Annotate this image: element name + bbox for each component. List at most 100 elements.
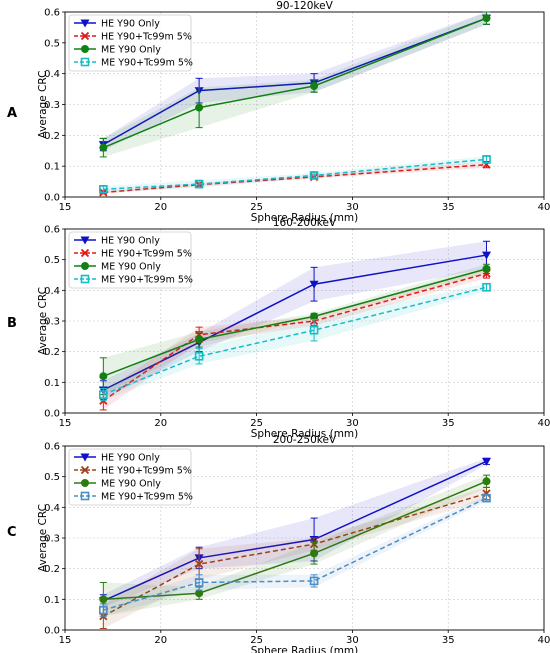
series-line xyxy=(102,272,487,402)
data-point xyxy=(310,82,319,90)
y-axis-label: Average CRC xyxy=(37,71,49,139)
legend-label: ME Y90 Only xyxy=(101,479,161,490)
chart-panel-1: A 15 20 25 30 35 40 0.0 0.1 0.2 0.3 0.4 0.5 0.6 90-120… xyxy=(7,0,550,224)
data-point xyxy=(309,280,319,289)
legend-marker xyxy=(80,248,90,258)
data-point xyxy=(482,155,491,164)
y-tick-label: 0.6 xyxy=(44,442,60,453)
y-tick-label: 0.1 xyxy=(44,595,60,606)
error-band xyxy=(103,487,487,629)
series-line xyxy=(103,163,487,194)
chart-title: 90-120keV xyxy=(276,0,333,12)
x-tick-label: 30 xyxy=(346,418,359,429)
chart-panel-3: C 15 20 25 30 35 40 0.0 0.1 0.2 0.3 0.4 0.5 0.6 200-25… xyxy=(7,434,550,653)
chart-title: 160-200keV xyxy=(273,217,337,229)
data-point xyxy=(195,103,204,112)
y-tick-label: 0.2 xyxy=(44,131,60,142)
series-line xyxy=(102,492,487,617)
y-tick-label: 0.5 xyxy=(44,472,60,483)
data-point xyxy=(482,457,492,466)
panel-letter: B xyxy=(7,316,17,331)
x-tick-label: 25 xyxy=(250,635,263,646)
legend: HE Y90 Only HE Y90+Tc99m 5% ME Y90 Only ME … xyxy=(68,448,193,506)
series-line xyxy=(102,17,487,146)
x-tick-label: 30 xyxy=(346,635,359,646)
x-tick-label: 40 xyxy=(538,418,550,429)
data-point xyxy=(482,489,491,498)
x-tick-label: 30 xyxy=(346,202,359,213)
data-point xyxy=(99,143,108,152)
legend-marker xyxy=(80,274,90,284)
series-4 xyxy=(99,155,491,194)
legend-marker xyxy=(81,479,89,487)
series-3 xyxy=(99,11,491,158)
legend-label: ME Y90 Only xyxy=(101,45,161,56)
y-tick-label: 0.2 xyxy=(44,564,60,575)
data-point xyxy=(99,390,108,399)
legend-label: HE Y90 Only xyxy=(101,236,160,247)
legend-marker xyxy=(80,57,90,67)
y-tick-label: 0.5 xyxy=(44,38,60,49)
panel-letter: A xyxy=(7,106,17,121)
x-tick-label: 40 xyxy=(538,202,550,213)
legend-label: ME Y90+Tc99m 5% xyxy=(101,58,193,69)
y-tick-label: 0.0 xyxy=(44,409,60,420)
y-tick-label: 0.5 xyxy=(44,255,60,266)
y-tick-label: 0.1 xyxy=(44,378,60,389)
error-band xyxy=(103,458,487,607)
data-point xyxy=(310,312,319,321)
legend-box xyxy=(68,231,192,289)
data-point xyxy=(99,595,108,604)
data-point xyxy=(195,335,204,344)
series-4 xyxy=(99,493,491,617)
data-point xyxy=(99,184,108,194)
error-band xyxy=(103,264,487,395)
data-point xyxy=(482,251,492,260)
x-tick-label: 15 xyxy=(59,635,72,646)
legend-marker xyxy=(81,45,89,53)
data-point xyxy=(309,325,319,335)
data-point xyxy=(194,179,204,189)
data-point xyxy=(195,589,204,598)
error-band xyxy=(103,12,487,151)
y-tick-label: 0.6 xyxy=(44,8,60,19)
legend-label: ME Y90 Only xyxy=(101,262,161,273)
data-point xyxy=(194,351,204,361)
y-tick-label: 0.0 xyxy=(44,193,60,204)
y-axis-label: Average CRC xyxy=(37,504,49,572)
y-tick-label: 0.3 xyxy=(44,100,60,111)
y-tick-label: 0.3 xyxy=(44,534,60,545)
series-line xyxy=(103,497,487,611)
y-tick-label: 0.4 xyxy=(44,503,60,514)
error-band xyxy=(103,268,487,410)
data-point xyxy=(482,264,491,273)
legend-box xyxy=(68,448,192,506)
series-line xyxy=(103,460,487,602)
legend: HE Y90 Only HE Y90+Tc99m 5% ME Y90 Only ME … xyxy=(68,14,193,72)
legend-marker xyxy=(80,491,90,501)
x-tick-label: 35 xyxy=(442,418,455,429)
legend-label: HE Y90+Tc99m 5% xyxy=(101,466,192,477)
x-tick-label: 40 xyxy=(538,635,550,646)
x-axis-label: Sphere Radius (mm) xyxy=(251,645,359,653)
series-line xyxy=(103,17,487,149)
series-line xyxy=(103,268,487,377)
legend-box xyxy=(68,14,192,72)
panel-letter: C xyxy=(7,525,17,540)
legend-label: ME Y90+Tc99m 5% xyxy=(101,492,193,503)
legend-label: HE Y90 Only xyxy=(101,19,160,30)
chart-title: 200-250keV xyxy=(273,434,337,446)
data-point xyxy=(482,282,491,292)
y-tick-label: 0.1 xyxy=(44,162,60,173)
series-3 xyxy=(99,263,491,396)
data-point xyxy=(309,171,319,180)
x-tick-label: 25 xyxy=(250,202,263,213)
x-axis-label: Sphere Radius (mm) xyxy=(251,428,359,440)
series-4 xyxy=(99,282,491,402)
data-point xyxy=(482,493,491,503)
x-tick-label: 35 xyxy=(442,202,455,213)
data-point xyxy=(99,605,108,615)
legend-marker xyxy=(80,453,90,462)
y-axis-label: Average CRC xyxy=(37,287,49,355)
